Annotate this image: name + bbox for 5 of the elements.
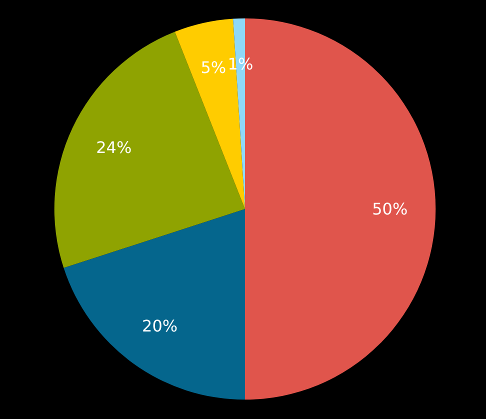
data-label: 5% [200, 58, 226, 78]
data-label: 20% [142, 316, 178, 336]
data-label: 50% [372, 200, 408, 218]
data-label: 1% [228, 54, 254, 74]
data-label: 24% [96, 138, 132, 157]
